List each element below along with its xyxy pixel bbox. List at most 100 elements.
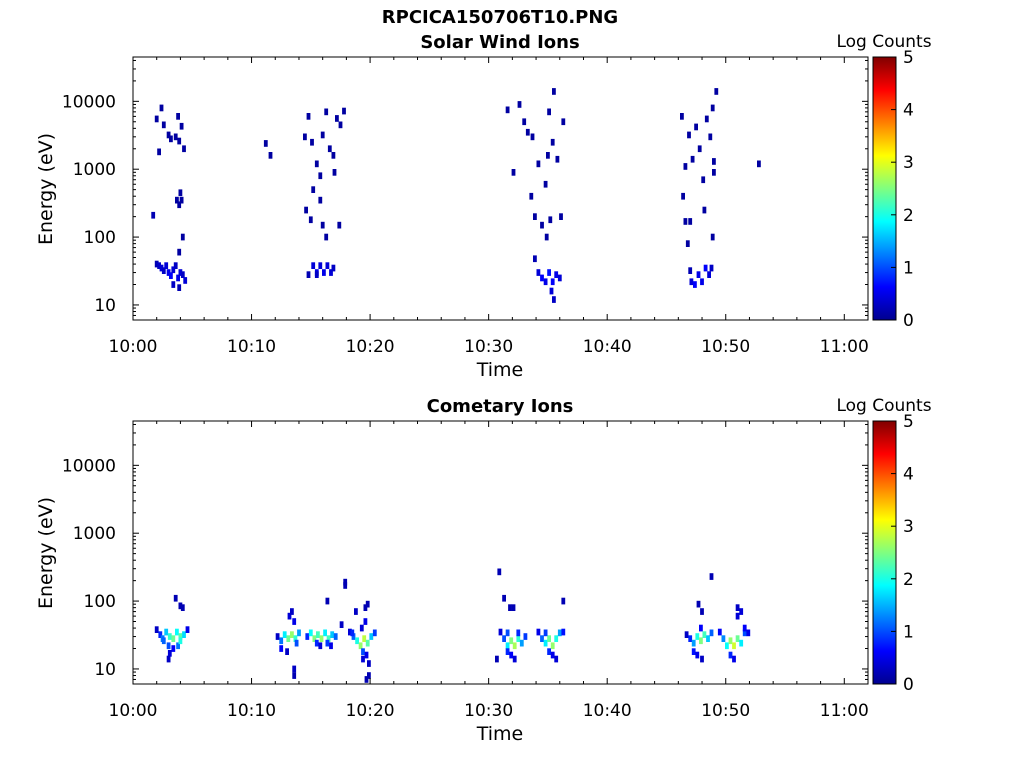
spectrogram-cell <box>497 568 502 576</box>
spectrogram-cell <box>536 269 541 276</box>
spectrogram-cell <box>552 296 556 303</box>
spectrogram-cell <box>314 639 319 647</box>
spectrogram-cell <box>536 628 541 636</box>
spectrogram-cell <box>363 618 368 625</box>
spectrogram-cell <box>279 645 284 652</box>
spectrogram-cell <box>710 233 715 241</box>
spectrogram-cell <box>268 152 273 159</box>
spectrogram-cell <box>700 655 704 663</box>
x-tick-label: 10:30 <box>464 701 513 721</box>
colorbar-tick-label: 4 <box>903 465 914 485</box>
spectrogram-cell <box>505 642 510 650</box>
spectrogram-cell <box>166 269 171 276</box>
spectrogram-cell <box>169 272 173 279</box>
spectrogram-cell <box>355 637 359 645</box>
spectrogram-cell <box>552 88 556 95</box>
spectrogram-cell <box>498 628 503 636</box>
spectrogram-cell <box>362 635 367 642</box>
spectrogram-cell <box>696 600 701 608</box>
spectrogram-cell <box>325 262 330 269</box>
colorbar-ticks: 0 1 2 3 4 5 <box>891 48 914 331</box>
spectrogram-cell <box>173 133 178 141</box>
spectrogram-cells <box>151 88 761 303</box>
spectrogram-cell <box>154 626 159 633</box>
x-axis: 10:00 10:10 10:20 10:30 10:40 10:50 11:00 <box>109 421 869 721</box>
spectrogram-cell <box>757 160 761 168</box>
spectrogram-cell <box>319 635 324 642</box>
colorbar-tick-label: 3 <box>903 517 914 537</box>
spectrogram-cell <box>351 633 356 640</box>
spectrogram-cell <box>176 274 180 282</box>
spectrogram-cell <box>179 196 184 204</box>
spectrogram-cell <box>699 637 703 645</box>
spectrogram-cell <box>557 629 562 637</box>
spectrogram-cell <box>694 123 698 131</box>
spectrogram-cell <box>292 672 297 679</box>
x-tick-label: 10:30 <box>464 337 513 357</box>
spectrogram-cell <box>359 624 364 632</box>
spectrogram-cell <box>728 651 733 659</box>
y-tick-label: 100 <box>84 592 116 612</box>
colorbar-tick-label: 5 <box>903 412 914 432</box>
spectrogram-cell <box>703 264 708 272</box>
spectrogram-cell <box>320 221 325 229</box>
spectrogram-cell <box>700 278 704 286</box>
spectrogram-cell <box>702 631 707 638</box>
figure-title: RPCICA150706T10.PNG <box>381 7 619 28</box>
spectrogram-cell <box>282 631 287 638</box>
spectrogram-cell <box>333 633 338 640</box>
spectrogram-cell <box>185 626 190 633</box>
spectrogram-cell <box>369 633 374 640</box>
spectrogram-cell <box>292 665 297 673</box>
spectrogram-cell <box>320 131 325 139</box>
spectrogram-cell <box>311 262 316 269</box>
spectrogram-cell <box>519 639 524 647</box>
spectrogram-cell <box>372 629 377 637</box>
spectrogram-cell <box>350 629 355 637</box>
spectrogram-cell <box>164 628 169 636</box>
spectrogram-cell <box>549 287 554 295</box>
colorbar-tick-label: 4 <box>903 101 914 121</box>
spectrogram-cell <box>714 88 719 95</box>
spectrogram-cell <box>511 604 516 611</box>
spectrogram-cell <box>735 635 740 642</box>
spectrogram-cell <box>683 218 688 225</box>
spectrogram-cell <box>177 248 182 256</box>
spectrogram-cell <box>327 145 332 153</box>
spectrogram-cell <box>725 642 729 650</box>
spectrogram-cell <box>151 211 156 219</box>
spectrogram-cell <box>169 135 173 143</box>
spectrogram-cell <box>550 138 555 146</box>
x-tick-label: 11:00 <box>820 337 869 357</box>
spectrogram-cell <box>516 629 521 637</box>
spectrogram-cell <box>332 169 337 176</box>
spectrogram-cells <box>154 568 751 683</box>
spectrogram-cell <box>176 113 180 120</box>
spectrogram-cell <box>547 648 551 655</box>
spectrogram-cell <box>709 573 714 580</box>
spectrogram-cell <box>696 271 701 278</box>
spectrogram-cell <box>342 107 346 115</box>
spectrogram-cell <box>536 160 541 168</box>
spectrogram-cell <box>166 131 171 139</box>
x-tick-label: 10:40 <box>583 701 632 721</box>
spectrogram-cell <box>329 269 333 276</box>
spectrogram-cell <box>690 155 695 163</box>
spectrogram-cell <box>158 631 163 638</box>
spectrogram-cell <box>154 115 159 123</box>
plot-frame <box>132 56 869 321</box>
spectrogram-cell <box>509 637 514 645</box>
spectrogram-cell <box>286 635 291 642</box>
spectrogram-cell <box>167 633 172 640</box>
colorbar-label: Log Counts <box>836 396 931 416</box>
spectrogram-cell <box>365 600 370 608</box>
colorbar <box>872 56 897 321</box>
y-tick-label: 10 <box>94 660 116 680</box>
spectrogram-cell <box>323 629 327 637</box>
spectrogram-cell <box>550 642 555 650</box>
spectrogram-cell <box>322 269 326 276</box>
spectrogram-cell <box>175 196 179 204</box>
spectrogram-cell <box>308 629 313 637</box>
spectrogram-cell <box>554 655 559 663</box>
spectrogram-cell <box>304 206 308 214</box>
